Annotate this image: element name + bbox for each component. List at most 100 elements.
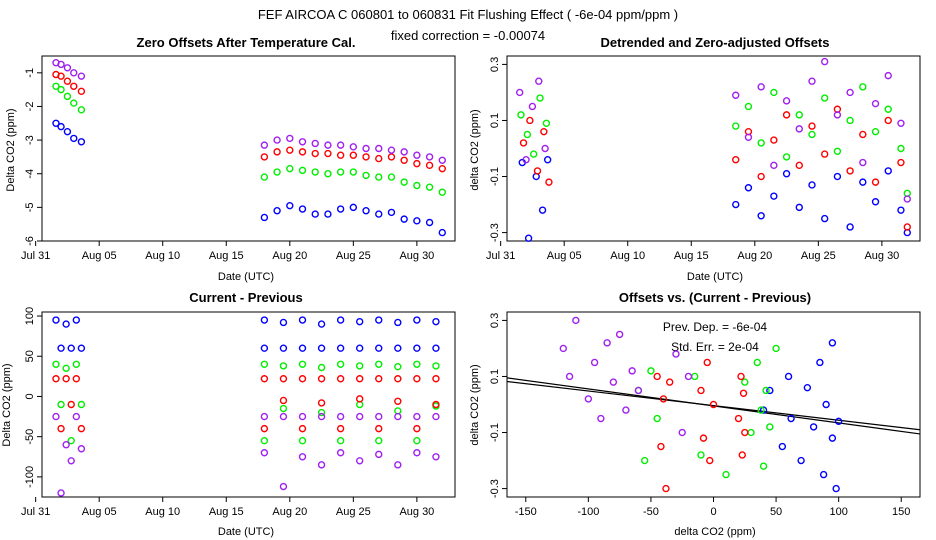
- data-point: [400, 156, 408, 164]
- data-point: [603, 339, 611, 347]
- data-point: [737, 372, 745, 381]
- x-tick-label: Aug 15: [209, 506, 244, 518]
- data-point: [757, 212, 765, 220]
- data-point: [653, 372, 661, 381]
- y-axis-label: delta CO2 (ppm): [469, 109, 481, 190]
- plot-frame: [41, 311, 456, 498]
- data-point: [543, 156, 552, 164]
- data-point: [279, 362, 288, 370]
- data-point: [871, 178, 880, 186]
- data-point: [375, 424, 383, 433]
- data-point: [273, 136, 281, 144]
- data-point: [722, 470, 730, 479]
- data-point: [797, 456, 805, 465]
- data-point: [63, 92, 72, 101]
- data-point: [375, 450, 383, 459]
- data-point: [311, 149, 319, 158]
- x-tick-label: Aug 30: [864, 250, 899, 262]
- data-point: [355, 395, 364, 403]
- data-point: [77, 138, 86, 146]
- series-blue: [52, 316, 440, 352]
- data-point: [298, 148, 307, 156]
- data-point: [67, 457, 75, 465]
- data-point: [833, 147, 842, 156]
- data-point: [820, 150, 829, 158]
- data-point: [387, 153, 396, 161]
- data-point: [336, 360, 345, 368]
- data-point: [803, 383, 812, 392]
- data-point: [741, 378, 749, 386]
- data-point: [834, 417, 843, 426]
- data-point: [362, 171, 370, 180]
- data-point: [317, 363, 326, 372]
- data-point: [413, 316, 421, 324]
- data-point: [336, 168, 345, 176]
- data-point: [52, 82, 60, 90]
- x-tick-label: Aug 10: [145, 250, 180, 262]
- data-point: [394, 461, 402, 469]
- data-point: [757, 139, 765, 147]
- data-point: [517, 111, 525, 119]
- data-point: [286, 146, 294, 154]
- data-point: [535, 77, 543, 85]
- data-point: [732, 156, 740, 164]
- data-point: [808, 122, 816, 130]
- data-point: [597, 414, 605, 423]
- data-point: [871, 99, 880, 108]
- y-tick-label: 100: [24, 307, 36, 325]
- data-point: [336, 375, 345, 383]
- data-point: [317, 344, 326, 352]
- data-point: [425, 183, 434, 191]
- data-point: [413, 424, 421, 433]
- fit-line: [506, 380, 921, 431]
- data-point: [387, 146, 396, 154]
- y-tick-label: -6: [24, 236, 36, 246]
- data-point: [709, 400, 718, 409]
- x-tick-label: Aug 05: [82, 506, 117, 518]
- data-point: [432, 317, 440, 326]
- data-point: [795, 161, 803, 170]
- data-point: [820, 94, 829, 102]
- figure-title: FEF AIRCOA C 060801 to 060831 Fit Flushi…: [258, 7, 678, 22]
- data-point: [413, 159, 421, 168]
- series-green: [517, 83, 911, 198]
- data-point: [734, 414, 743, 423]
- data-point: [759, 406, 768, 414]
- data-point: [63, 127, 72, 136]
- data-point: [70, 134, 78, 143]
- data-point: [362, 144, 370, 153]
- data-point: [286, 201, 294, 210]
- x-tick-label: Aug 30: [399, 506, 434, 518]
- y-tick-label: -2: [24, 102, 36, 112]
- data-point: [565, 372, 574, 381]
- data-point: [665, 378, 674, 386]
- data-point: [260, 424, 269, 433]
- series-blue: [759, 339, 843, 493]
- data-point: [738, 451, 746, 459]
- data-point: [57, 72, 65, 80]
- x-tick-label: Aug 20: [272, 250, 307, 262]
- data-point: [260, 141, 269, 149]
- data-point: [70, 82, 78, 90]
- data-point: [846, 116, 854, 125]
- x-tick-label: Aug 05: [82, 250, 117, 262]
- data-point: [753, 358, 762, 367]
- series-purple: [52, 59, 446, 164]
- data-point: [413, 344, 421, 352]
- data-point: [809, 423, 818, 431]
- data-point: [744, 102, 753, 111]
- data-point: [662, 484, 670, 493]
- figure-subtitle: fixed correction = -0.00074: [391, 28, 545, 43]
- data-point: [438, 156, 446, 164]
- data-point: [846, 223, 854, 231]
- x-tick-label: Jul 31: [21, 250, 50, 262]
- data-point: [298, 316, 307, 324]
- data-point: [747, 428, 755, 437]
- y-axis-label: Delta CO2 (ppm): [1, 363, 13, 446]
- data-point: [77, 106, 86, 114]
- data-point: [67, 400, 75, 409]
- data-point: [375, 144, 383, 153]
- panel-title: Detrended and Zero-adjusted Offsets: [601, 35, 830, 50]
- data-point: [432, 453, 440, 461]
- data-point: [362, 207, 370, 215]
